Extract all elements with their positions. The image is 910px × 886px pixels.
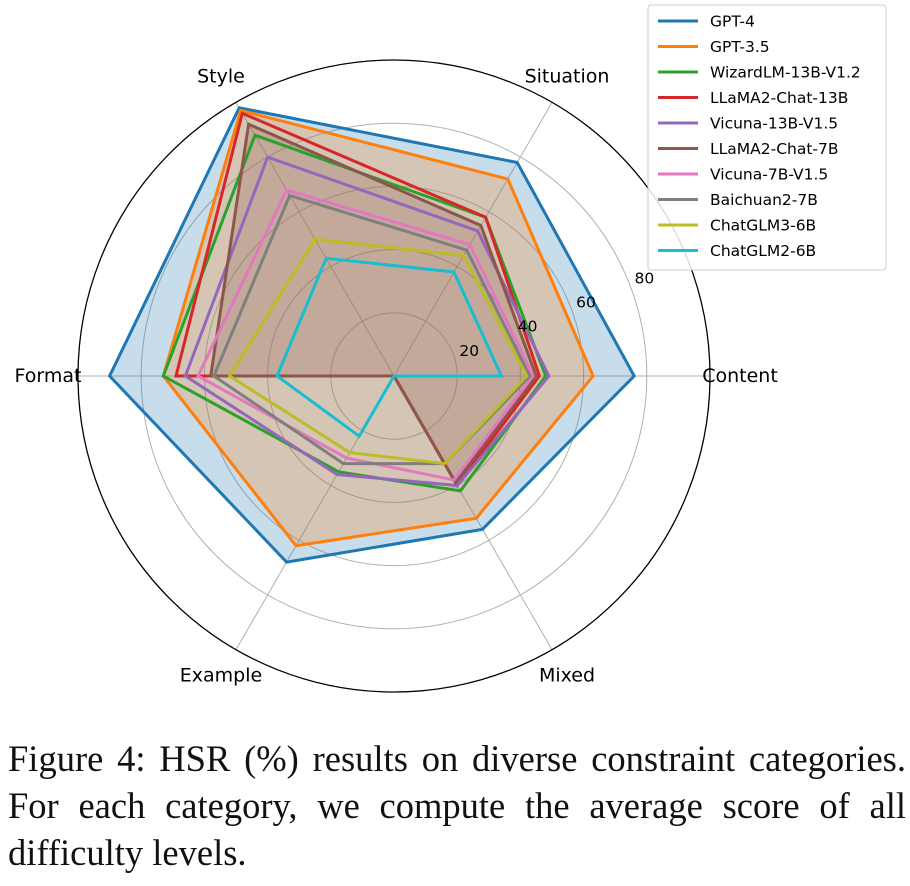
radial-ticks: 20 40 60 80 (459, 269, 654, 360)
axis-label: Content (702, 365, 778, 387)
series-line-6 (196, 188, 535, 482)
legend-label: ChatGLM2-6B (710, 242, 816, 260)
series-line-0 (107, 106, 637, 564)
legend-label: Baichuan2-7B (710, 191, 818, 209)
legend-label: LLaMA2-Chat-13B (710, 89, 848, 107)
legend-frame (647, 4, 887, 271)
series-fill-0 (109, 107, 635, 563)
axis-label: Mixed (539, 665, 595, 687)
series-fills (109, 107, 635, 563)
legend-label: WizardLM-13B-V1.2 (710, 64, 861, 82)
legend-label: GPT-3.5 (710, 38, 770, 56)
radial-tick-label: 20 (459, 342, 479, 360)
legend-label: Vicuna-7B-V1.5 (710, 166, 828, 184)
axis-label: Situation (525, 65, 610, 87)
outer-frame (77, 59, 711, 693)
figure-caption: Figure 4: HSR (%) results on diverse con… (8, 738, 906, 873)
series-line-9 (275, 256, 504, 439)
radial-tick-label: 60 (576, 293, 596, 311)
legend-label: GPT-4 (710, 13, 755, 31)
series-line-5 (208, 122, 538, 486)
legend: GPT-4 GPT-3.5 WizardLM-13B-V1.2 LLaMA2-Chat… (647, 4, 887, 271)
radar-chart: 20 40 60 80 Content Situation Style Format Exam… (15, 4, 887, 693)
axis-label: Format (15, 365, 82, 387)
legend-label: Vicuna-13B-V1.5 (710, 115, 838, 133)
series-fill-5 (210, 124, 537, 483)
axis-labels: Content Situation Style Format Example Mixed (15, 65, 778, 686)
axis-label: Example (180, 665, 262, 687)
series-line-4 (183, 155, 551, 488)
series-lines (107, 106, 637, 564)
radial-tick-label: 80 (635, 269, 655, 287)
axis-label: Style (197, 65, 245, 87)
legend-label: ChatGLM3-6B (710, 217, 816, 235)
radial-tick-label: 40 (518, 318, 538, 336)
series-line-8 (227, 237, 529, 466)
grid-spoke (393, 102, 553, 377)
legend-label: LLaMA2-Chat-7B (710, 140, 839, 158)
